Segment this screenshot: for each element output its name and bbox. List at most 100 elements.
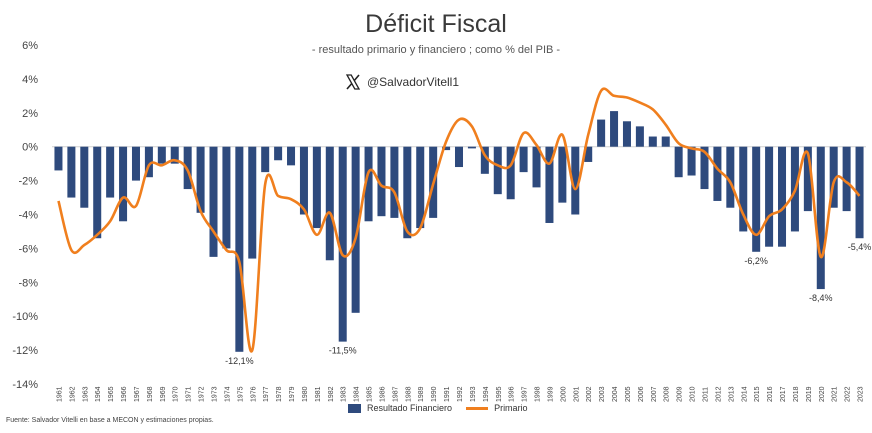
x-tick-label: 1999 — [547, 386, 554, 402]
bar-2007 — [648, 136, 657, 147]
x-tick-label: 2009 — [677, 386, 684, 402]
x-tick-label: 2007 — [651, 386, 658, 402]
x-tick-label: 1988 — [405, 386, 412, 402]
bar-1989 — [416, 146, 425, 229]
x-tick-label: 1984 — [354, 386, 361, 402]
legend: Resultado Financiero Primario — [348, 403, 528, 413]
bar-1999 — [545, 146, 554, 223]
bar-1982 — [325, 146, 334, 261]
bar-2006 — [635, 126, 644, 147]
bar-2005 — [622, 121, 631, 147]
bar-1993 — [467, 146, 476, 149]
x-tick-label: 1998 — [535, 386, 542, 402]
x-tick-label: 2017 — [780, 386, 787, 402]
x-tick-label: 1979 — [289, 386, 296, 402]
x-tick-label: 2008 — [664, 386, 671, 402]
bar-1977 — [261, 146, 270, 173]
x-tick-label: 2000 — [560, 386, 567, 402]
bar-1987 — [390, 146, 399, 218]
x-tick-label: 1990 — [431, 386, 438, 402]
bar-1981 — [312, 146, 321, 229]
x-tick-label: 2010 — [690, 386, 697, 402]
x-tick-label: 1968 — [147, 386, 154, 402]
bar-1997 — [519, 146, 528, 173]
bar-1968 — [144, 146, 153, 178]
bar-2013 — [726, 146, 735, 208]
bar-1974 — [222, 146, 231, 249]
x-tick-label: 2001 — [573, 386, 580, 402]
bar-2018 — [790, 146, 799, 232]
x-tick-label: 2019 — [806, 386, 813, 402]
bar-2014 — [739, 146, 748, 232]
bar-1990 — [429, 146, 438, 218]
bar-2012 — [713, 146, 722, 201]
x-tick-label: 1992 — [457, 386, 464, 402]
x-tick-label: 1987 — [392, 386, 399, 402]
x-tick-label: 1974 — [224, 386, 231, 402]
x-tick-label: 1993 — [470, 386, 477, 402]
bar-2017 — [778, 146, 787, 247]
bar-2016 — [765, 146, 774, 247]
x-tick-label: 1986 — [379, 386, 386, 402]
legend-label-financiero: Resultado Financiero — [367, 403, 453, 413]
x-tick-label: 1980 — [302, 386, 309, 402]
x-tick-label: 1969 — [160, 386, 167, 402]
x-tick-label: 1981 — [315, 386, 322, 402]
x-tick-label: 1970 — [173, 386, 180, 402]
bar-1988 — [403, 146, 412, 239]
x-tick-label: 1989 — [418, 386, 425, 402]
x-tick-label: 2006 — [638, 386, 645, 402]
bar-2015 — [752, 146, 761, 252]
bar-1980 — [299, 146, 308, 215]
bar-1973 — [209, 146, 218, 257]
x-tick-label: 1982 — [328, 386, 335, 402]
x-tick-label: 1961 — [56, 386, 63, 402]
x-tick-label: 1994 — [483, 386, 490, 402]
chart-title: Déficit Fiscal — [365, 10, 507, 38]
bar-2001 — [571, 146, 580, 215]
bar-1985 — [364, 146, 373, 222]
x-tick-label: 2005 — [625, 386, 632, 402]
x-tick-label: 2003 — [599, 386, 606, 402]
x-tick-label: 2012 — [715, 386, 722, 402]
bar-1994 — [480, 146, 489, 174]
x-tick-label: 2022 — [845, 386, 852, 402]
bar-2003 — [597, 119, 606, 147]
x-tick-label: 2015 — [754, 386, 761, 402]
bar-1971 — [183, 146, 192, 190]
x-tick-label: 2013 — [728, 386, 735, 402]
chart-subtitle: - resultado primario y financiero ; como… — [311, 44, 561, 56]
x-tick-label: 1975 — [237, 386, 244, 402]
x-tick-label: 1995 — [496, 386, 503, 402]
bar-1972 — [196, 146, 205, 213]
data-label: -5,4% — [848, 242, 872, 252]
y-tick-label: -2% — [18, 176, 38, 188]
x-tick-label: 2016 — [767, 386, 774, 402]
bar-2020 — [816, 146, 825, 290]
x-tick-label: 2023 — [858, 386, 865, 402]
data-label: -12,1% — [225, 356, 254, 366]
x-tick-label: 1966 — [121, 386, 128, 402]
data-label: -6,2% — [744, 256, 768, 266]
bar-1984 — [351, 146, 360, 313]
x-tick-label: 1963 — [82, 386, 89, 402]
bar-2023 — [855, 146, 864, 239]
bar-1983 — [338, 146, 347, 342]
bar-1998 — [532, 146, 541, 188]
x-tick-label: 1997 — [522, 386, 529, 402]
bar-1991 — [442, 146, 451, 151]
primario-line — [57, 87, 861, 353]
x-tick-label: 1967 — [134, 386, 141, 402]
y-tick-label: 0% — [22, 142, 38, 154]
handle-text: @SalvadorVitell1 — [367, 75, 460, 89]
social-handle: @SalvadorVitell1 — [345, 72, 459, 92]
y-tick-label: 2% — [22, 108, 38, 120]
bar-1976 — [248, 146, 257, 259]
x-tick-label: 1991 — [444, 386, 451, 402]
bar-1995 — [493, 146, 502, 195]
bar-2021 — [829, 146, 838, 208]
x-tick-label: 1964 — [95, 386, 102, 402]
source-note: Fuente: Salvador Vitelli en base a MECON… — [6, 417, 214, 424]
x-tick-label: 1985 — [367, 386, 374, 402]
